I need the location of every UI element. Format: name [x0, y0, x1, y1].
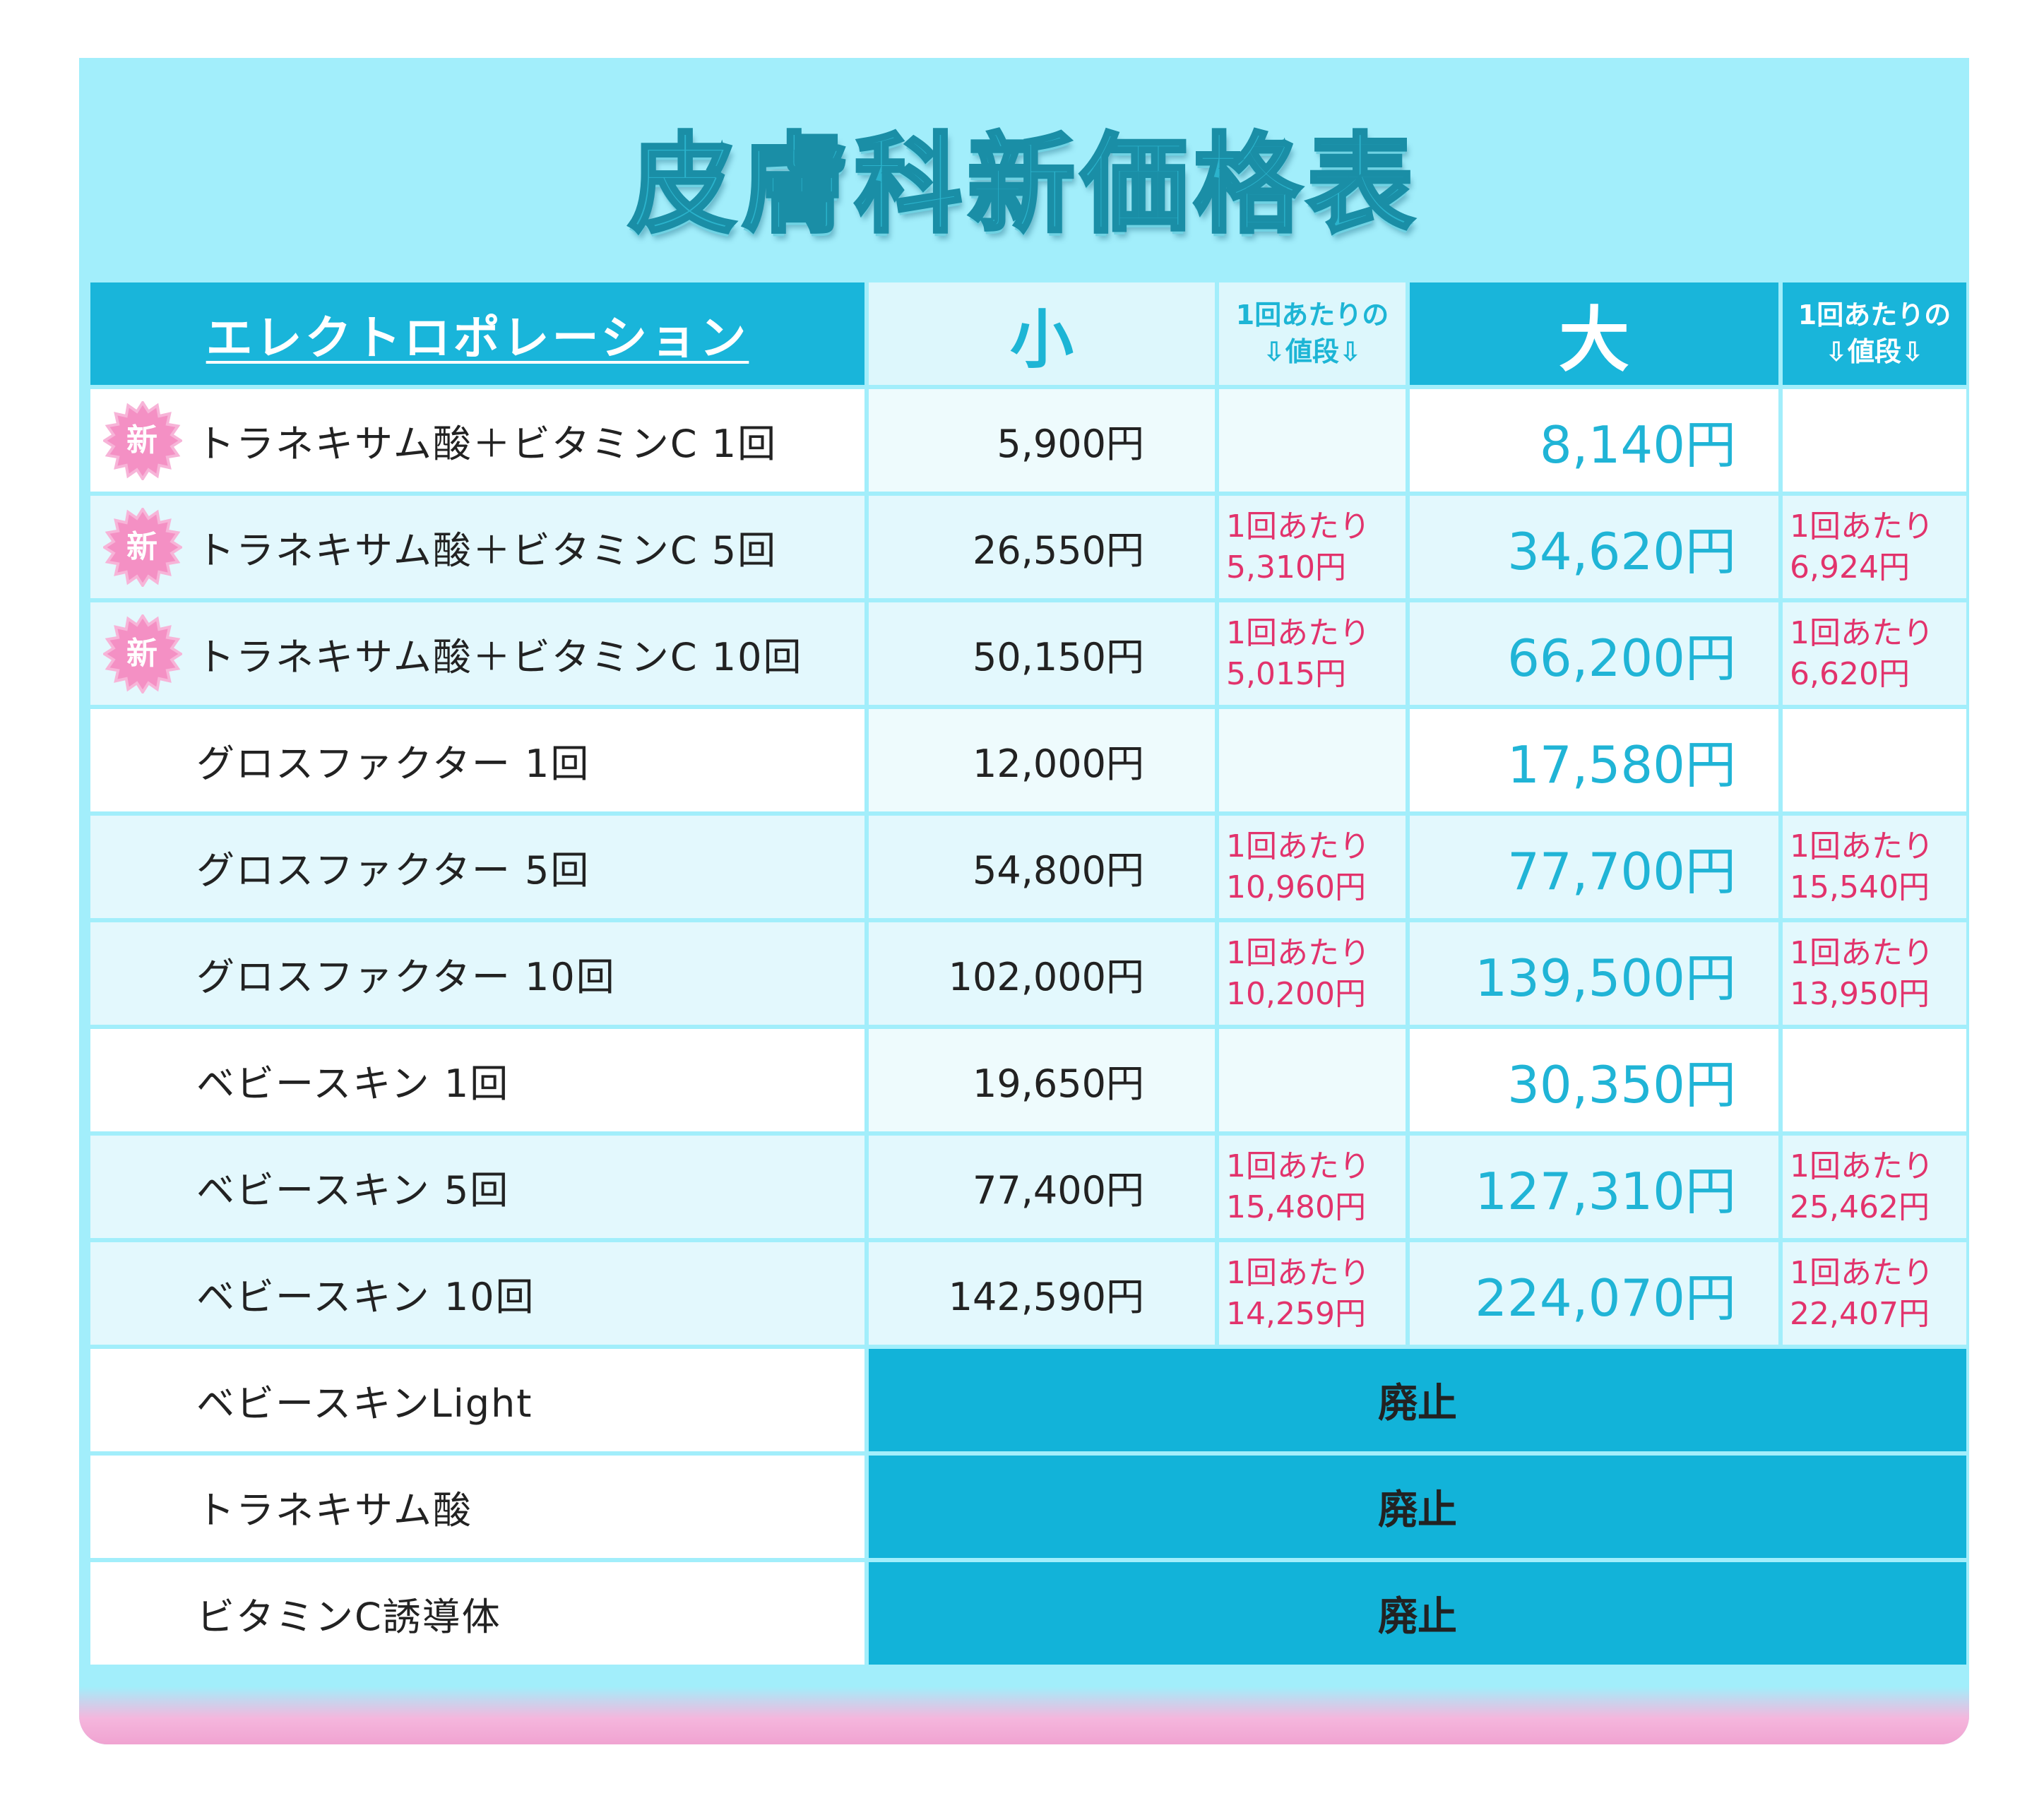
- price-small: 19,650円: [869, 1029, 1215, 1131]
- table-row: グロスファクター 1回 12,000円 17,580円: [90, 709, 1966, 811]
- new-badge-icon: 新: [103, 507, 182, 587]
- table-row: 新 トラネキサム酸＋ビタミンC 1回 5,900円 8,140円: [90, 389, 1966, 492]
- per-session-small: 1回あたり 5,015円: [1219, 602, 1406, 705]
- treatment-name: グロスファクター 1回: [90, 709, 864, 811]
- price-table: エレクトロポレーション 小 1回あたりの ⇩値段⇩ 大 1回あたりの ⇩値段⇩: [86, 278, 1969, 1669]
- per-session-large: 1回あたり 15,540円: [1783, 816, 1966, 918]
- price-board: 皮膚科新価格表 エレクトロポレーション 小 1回あたりの ⇩値段⇩ 大 1回あた…: [79, 58, 1969, 1744]
- per-session-small: 1回あたり 5,310円: [1219, 496, 1406, 598]
- table-row: ベビースキン 1回 19,650円 30,350円: [90, 1029, 1966, 1131]
- per-session-large: [1783, 1029, 1966, 1131]
- board-bottom-band: [79, 1686, 1969, 1744]
- per-session-large: 1回あたり 6,924円: [1783, 496, 1966, 598]
- price-small: 142,590円: [869, 1242, 1215, 1345]
- per-session-small: 1回あたり 10,200円: [1219, 922, 1406, 1025]
- treatment-name: ベビースキン 10回: [90, 1242, 864, 1345]
- table-header-row: エレクトロポレーション 小 1回あたりの ⇩値段⇩ 大 1回あたりの ⇩値段⇩: [90, 282, 1966, 385]
- table-row-abolished: トラネキサム酸 廃止: [90, 1456, 1966, 1558]
- per-session-large: 1回あたり 22,407円: [1783, 1242, 1966, 1345]
- treatment-name: ビタミンC誘導体: [90, 1562, 864, 1665]
- table-row-abolished: ベビースキンLight 廃止: [90, 1349, 1966, 1451]
- price-large: 224,070円: [1410, 1242, 1778, 1345]
- new-badge-icon: 新: [103, 614, 182, 694]
- price-small: 102,000円: [869, 922, 1215, 1025]
- per-session-small: [1219, 1029, 1406, 1131]
- per-session-large: 1回あたり 13,950円: [1783, 922, 1966, 1025]
- per-session-large: 1回あたり 25,462円: [1783, 1136, 1966, 1238]
- treatment-name: トラネキサム酸＋ビタミンC 1回: [196, 422, 778, 466]
- price-large: 139,500円: [1410, 922, 1778, 1025]
- price-small: 50,150円: [869, 602, 1215, 705]
- per-session-large: [1783, 389, 1966, 492]
- table-row: ベビースキン 10回 142,590円 1回あたり 14,259円 224,070…: [90, 1242, 1966, 1345]
- table-row: 新 トラネキサム酸＋ビタミンC 10回 50,150円 1回あたり 5,015円 …: [90, 602, 1966, 705]
- treatment-name: ベビースキンLight: [90, 1349, 864, 1451]
- table-row: 新 トラネキサム酸＋ビタミンC 5回 26,550円 1回あたり 5,310円 3…: [90, 496, 1966, 598]
- price-large: 17,580円: [1410, 709, 1778, 811]
- price-small: 5,900円: [869, 389, 1215, 492]
- abolished-status: 廃止: [869, 1562, 1966, 1665]
- per-session-small: [1219, 709, 1406, 811]
- per-session-large: [1783, 709, 1966, 811]
- table-row: グロスファクター 10回 102,000円 1回あたり 10,200円 139,5…: [90, 922, 1966, 1025]
- per-session-small: [1219, 389, 1406, 492]
- price-large: 77,700円: [1410, 816, 1778, 918]
- treatment-name: トラネキサム酸＋ビタミンC 5回: [196, 528, 778, 573]
- price-large: 30,350円: [1410, 1029, 1778, 1131]
- header-large: 大: [1410, 282, 1778, 385]
- treatment-name: グロスファクター 5回: [90, 816, 864, 918]
- treatment-name: トラネキサム酸＋ビタミンC 10回: [196, 635, 803, 679]
- per-session-small: 1回あたり 10,960円: [1219, 816, 1406, 918]
- header-treatment-name: エレクトロポレーション: [90, 282, 864, 385]
- page-title: 皮膚科新価格表: [627, 122, 1420, 247]
- price-large: 8,140円: [1410, 389, 1778, 492]
- price-small: 26,550円: [869, 496, 1215, 598]
- price-small: 12,000円: [869, 709, 1215, 811]
- header-per-session-small: 1回あたりの ⇩値段⇩: [1219, 282, 1406, 385]
- treatment-name: トラネキサム酸: [90, 1456, 864, 1558]
- abolished-status: 廃止: [869, 1349, 1966, 1451]
- per-session-large: 1回あたり 6,620円: [1783, 602, 1966, 705]
- new-badge-icon: 新: [103, 400, 182, 480]
- per-session-small: 1回あたり 15,480円: [1219, 1136, 1406, 1238]
- table-row: ベビースキン 5回 77,400円 1回あたり 15,480円 127,310円 …: [90, 1136, 1966, 1238]
- price-small: 77,400円: [869, 1136, 1215, 1238]
- table-row: グロスファクター 5回 54,800円 1回あたり 10,960円 77,700円…: [90, 816, 1966, 918]
- treatment-name: ベビースキン 1回: [90, 1029, 864, 1131]
- header-per-session-large: 1回あたりの ⇩値段⇩: [1783, 282, 1966, 385]
- treatment-name: ベビースキン 5回: [90, 1136, 864, 1238]
- price-large: 127,310円: [1410, 1136, 1778, 1238]
- price-small: 54,800円: [869, 816, 1215, 918]
- per-session-small: 1回あたり 14,259円: [1219, 1242, 1406, 1345]
- header-small: 小: [869, 282, 1215, 385]
- price-large: 66,200円: [1410, 602, 1778, 705]
- abolished-status: 廃止: [869, 1456, 1966, 1558]
- table-row-abolished: ビタミンC誘導体 廃止: [90, 1562, 1966, 1665]
- treatment-name: グロスファクター 10回: [90, 922, 864, 1025]
- price-large: 34,620円: [1410, 496, 1778, 598]
